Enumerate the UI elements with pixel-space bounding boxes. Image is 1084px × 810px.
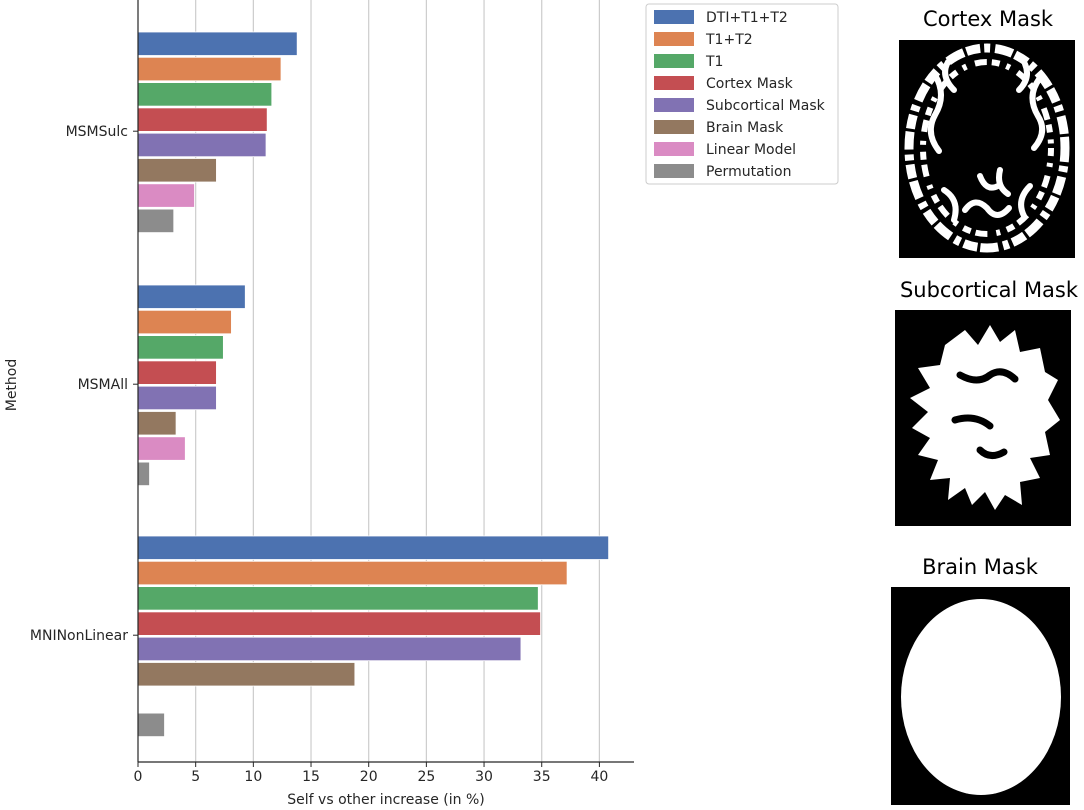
legend-swatch-DTI-T1-T2 [654,10,694,24]
x-tick-label-0: 0 [134,769,143,785]
bar-MNINonLinear-DTI-T1-T2 [137,535,610,560]
legend-label-T1-T2: T1+T2 [705,32,753,48]
brain-mask-title: Brain Mask [922,555,1039,579]
y-tick-label-MSMAll: MSMAll [78,377,128,393]
legend: DTI+T1+T2 T1+T2 T1 Cortex Mask Subcortical M… [645,3,839,185]
bar-MSMAll-T1 [137,335,224,360]
cortex-mask-image [899,40,1075,258]
legend-box [645,3,839,185]
bar-MNINonLinear-Brain-Mask [137,662,356,687]
bar-MSMAll-Subcortical-Mask [137,385,217,411]
x-tick-label-5: 5 [191,769,200,785]
legend-swatch-Permutation [654,164,694,178]
bar-MNINonLinear-Subcortical-Mask [137,636,522,662]
brain-mask-image [891,587,1070,805]
bar-MSMAll-T1-T2 [137,309,232,335]
legend-label-DTI-T1-T2: DTI+T1+T2 [706,10,788,26]
subcortical-mask-image [895,310,1071,526]
legend-label-Linear-Model: Linear Model [706,142,796,158]
legend-swatch-T1 [654,54,694,68]
legend-swatch-Linear-Model [654,142,694,156]
bar-MSMAll-Brain-Mask [137,411,177,436]
bar-MSMSulc-Brain-Mask [137,158,217,183]
bar-MSMSulc-Permutation [137,208,175,234]
cortex-mask-title: Cortex Mask [923,7,1054,31]
bars [137,31,610,737]
y-axis-label: Method [4,359,20,412]
bar-MNINonLinear-T1-T2 [137,560,568,586]
legend-swatch-Cortex-Mask [654,76,694,90]
bar-MNINonLinear-T1 [137,586,539,611]
legend-label-Cortex-Mask: Cortex Mask [706,76,794,92]
bar-MSMAll-Linear-Model [137,436,186,461]
subcortical-mask-title: Subcortical Mask [900,278,1079,302]
bar-MSMSulc-Subcortical-Mask [137,132,267,158]
x-tick-label-35: 35 [533,769,551,785]
y-tick-label-MNINonLinear: MNINonLinear [30,628,128,644]
x-tick-label-40: 40 [590,769,608,785]
legend-label-Permutation: Permutation [706,164,791,180]
bar-MSMSulc-Cortex-Mask [137,107,268,132]
legend-label-Subcortical-Mask: Subcortical Mask [706,98,826,114]
legend-swatch-Brain-Mask [654,120,694,134]
bar-MNINonLinear-Cortex-Mask [137,611,541,636]
bar-MNINonLinear-Permutation [137,712,165,737]
axes: 0 5 10 15 20 25 30 35 40 MSMSulc MSMAll MNINonLinea… [4,0,634,808]
legend-swatch-T1-T2 [654,32,694,46]
y-tick-label-MSMSulc: MSMSulc [66,124,128,140]
bar-MSMSulc-Linear-Model [137,183,195,208]
x-tick-label-25: 25 [417,769,435,785]
x-tick-label-10: 10 [244,769,262,785]
x-tick-label-15: 15 [302,769,320,785]
legend-label-Brain-Mask: Brain Mask [706,120,784,136]
bar-MSMAll-DTI-T1-T2 [137,284,246,309]
mask-panels: Cortex Mask Subcortical Mask Brain Mask [891,7,1079,805]
bar-MSMSulc-DTI-T1-T2 [137,31,298,56]
x-tick-label-30: 30 [475,769,493,785]
x-tick-label-20: 20 [360,769,378,785]
legend-swatch-Subcortical-Mask [654,98,694,112]
legend-label-T1: T1 [705,54,723,70]
bar-MSMAll-Permutation [137,461,150,487]
bar-MSMSulc-T1-T2 [137,56,282,82]
bar-MSMSulc-T1 [137,82,273,107]
bar-MSMAll-Cortex-Mask [137,360,217,385]
x-axis-label: Self vs other increase (in %) [287,792,484,808]
